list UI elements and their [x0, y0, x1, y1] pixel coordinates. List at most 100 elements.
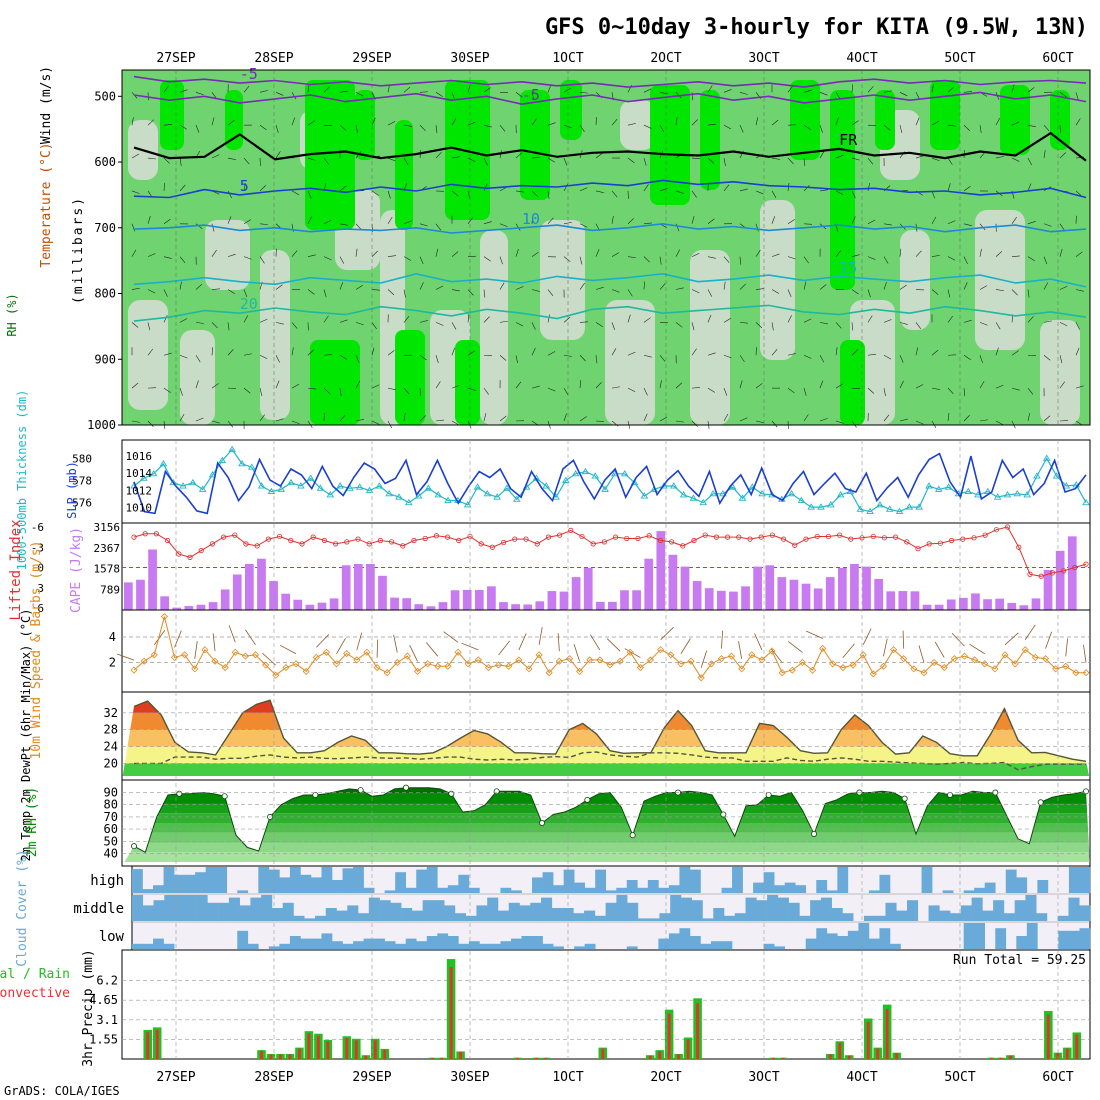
wind-speed-point — [1001, 651, 1009, 659]
thickness-point — [866, 507, 874, 515]
wind-barb — [147, 119, 155, 126]
wind-barb — [755, 190, 764, 195]
wind-barb — [531, 347, 536, 356]
thickness-point — [287, 478, 295, 486]
wind-speed-point — [282, 664, 290, 672]
dry-patch — [690, 250, 730, 425]
thickness-point — [424, 484, 433, 491]
cloud-cell — [342, 943, 354, 949]
thickness-point — [247, 463, 256, 470]
wind-barb — [339, 388, 342, 397]
moist-column — [1000, 85, 1030, 155]
li-point — [254, 543, 260, 549]
wind-barb — [291, 117, 296, 126]
thickness-point — [699, 498, 708, 506]
cloud-cell — [562, 908, 574, 921]
wind-barb — [243, 157, 250, 165]
wind-barb — [307, 349, 315, 356]
precip-convective-bar — [847, 1055, 851, 1059]
rh-axis-label: 2m RH (%) — [25, 787, 40, 857]
wind-barb — [675, 420, 684, 423]
wind-barb — [835, 322, 842, 329]
wind-barb — [131, 287, 140, 290]
wind-barb — [531, 289, 540, 292]
wind-barb — [1027, 316, 1034, 323]
moist-column — [445, 80, 490, 220]
wind-barb — [259, 90, 268, 93]
cloud-cell — [384, 941, 396, 949]
cape-bar — [741, 586, 750, 610]
wind-barb — [1059, 223, 1065, 231]
thickness-point — [169, 478, 178, 486]
wind-barb — [1075, 289, 1084, 292]
wind-barb — [563, 316, 571, 323]
wind-barb — [1004, 632, 1019, 646]
wind-barb — [323, 157, 329, 165]
cloud-cell — [874, 915, 886, 921]
li-point — [948, 537, 955, 544]
thickness-point — [827, 501, 835, 508]
moist-column — [395, 120, 413, 230]
cape-bar — [765, 565, 775, 610]
wind-barb — [915, 92, 920, 100]
wind-barb — [547, 289, 554, 297]
cape-bar — [317, 602, 327, 610]
wind-barb — [579, 416, 587, 422]
cloud-cell — [679, 867, 691, 893]
li-point — [1004, 524, 1011, 530]
wind-barb — [483, 413, 487, 422]
thickness-point — [159, 459, 168, 467]
pressure-label: 500 — [94, 89, 116, 103]
wind-barb — [291, 190, 300, 196]
cape-bar — [414, 604, 424, 610]
thickness-point — [669, 482, 678, 489]
thickness-point — [807, 503, 815, 510]
wind-barb — [819, 355, 825, 363]
precip-convective-bar — [772, 1057, 775, 1059]
wind-barb — [739, 256, 741, 265]
rh-line — [133, 787, 1087, 854]
wind-barb — [771, 322, 774, 331]
slp-line — [133, 452, 1087, 515]
wind-barb — [531, 118, 537, 126]
cape-bar — [789, 579, 799, 610]
thickness-point — [326, 491, 335, 498]
cloud-cell — [837, 867, 849, 893]
wind-barb — [425, 642, 439, 657]
wind-barb — [174, 630, 182, 648]
isotherm-line — [133, 131, 1087, 162]
wind-barb — [611, 386, 620, 389]
cloud-cell — [763, 943, 775, 949]
wind-barb — [259, 318, 268, 323]
wind-barb — [531, 322, 536, 330]
wind-barb — [483, 87, 491, 93]
temp-tick: 28 — [104, 723, 118, 737]
wind-speed-point — [383, 669, 391, 677]
wind-barb — [1043, 223, 1052, 227]
wind-barb — [323, 315, 329, 323]
wind-barb — [515, 248, 519, 257]
thickness-point — [395, 493, 403, 500]
wind-barb — [627, 314, 631, 323]
cloud-cell — [416, 869, 428, 893]
wind-barb — [547, 351, 556, 356]
wind-barb — [723, 354, 732, 359]
wind-barb — [1043, 282, 1049, 290]
wind-barb — [770, 648, 783, 663]
wind-barb — [515, 92, 523, 98]
li-point — [276, 533, 283, 540]
wind-barb — [1043, 150, 1046, 159]
li-point — [131, 534, 137, 540]
cloud-cell — [437, 933, 449, 949]
wind-barb — [934, 641, 945, 658]
li-point — [881, 535, 888, 541]
cloud-cell — [1014, 900, 1026, 921]
rh-point — [221, 793, 228, 800]
cloud-cell — [532, 936, 543, 949]
isotherm-line — [133, 75, 1087, 88]
wind-barb — [531, 385, 540, 389]
cloud-cell — [368, 897, 380, 921]
wind-barb — [483, 354, 493, 357]
cape-bar — [704, 588, 714, 610]
cloud-cell — [826, 890, 838, 893]
